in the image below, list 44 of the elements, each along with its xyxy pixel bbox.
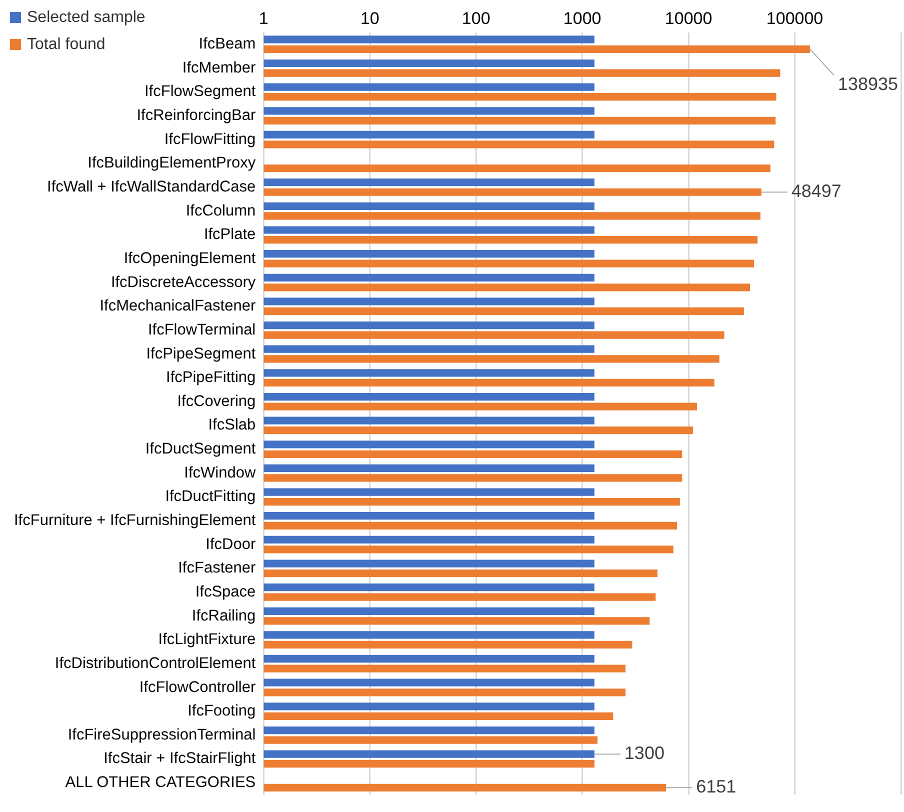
- y-tick-label: IfcReinforcingBar: [136, 107, 256, 124]
- legend-label: Total found: [27, 36, 106, 54]
- y-tick-label: IfcOpeningElement: [124, 250, 256, 267]
- legend-label: Selected sample: [27, 8, 146, 26]
- y-tick-label: IfcPipeSegment: [146, 345, 256, 362]
- y-tick-label: IfcDuctFitting: [165, 488, 256, 506]
- y-tick-label: ALL OTHER CATEGORIES: [65, 774, 256, 792]
- y-tick-label: IfcMechanicalFastener: [100, 298, 256, 315]
- y-tick-label: IfcFurniture + IfcFurnishingElement: [14, 512, 256, 530]
- data-label: 138935: [838, 74, 898, 94]
- x-tick-label: 100000: [766, 8, 824, 28]
- y-tick-label: IfcFlowController: [139, 678, 256, 696]
- y-tick-label: IfcLightFixture: [158, 631, 256, 648]
- y-tick-label: IfcMember: [182, 59, 256, 76]
- y-tick-label: IfcWindow: [184, 464, 256, 482]
- y-tick-label: IfcBuildingElementProxy: [88, 154, 256, 172]
- y-tick-label: IfcFlowFitting: [164, 130, 256, 148]
- x-tick-label: 1000: [563, 8, 602, 28]
- y-tick-label: IfcColumn: [186, 202, 256, 220]
- y-tick-label: IfcDiscreteAccessory: [110, 274, 256, 291]
- y-tick-label: IfcWall + IfcWallStandardCase: [47, 178, 256, 196]
- y-tick-label: IfcPipeFitting: [166, 369, 256, 386]
- x-tick-label: 10000: [664, 8, 712, 28]
- y-tick-label: IfcSlab: [208, 416, 256, 434]
- y-tick-label: IfcFlowTerminal: [148, 321, 256, 338]
- y-tick-label: IfcFireSuppressionTerminal: [68, 726, 256, 744]
- y-tick-label: IfcRailing: [192, 607, 256, 624]
- y-tick-label: IfcPlate: [204, 226, 256, 244]
- y-tick-label: IfcFooting: [188, 702, 256, 720]
- data-label: 6151: [696, 776, 736, 797]
- x-tick-label: 100: [462, 8, 490, 28]
- x-tick-label: 1: [258, 8, 268, 28]
- y-tick-label: IfcCovering: [177, 392, 256, 410]
- y-tick-label: IfcDoor: [206, 536, 256, 553]
- y-tick-label: IfcBeam: [198, 36, 256, 53]
- y-tick-label: IfcDistributionControlElement: [54, 654, 256, 672]
- y-tick-label: IfcSpace: [195, 583, 256, 600]
- y-tick-label: IfcFlowSegment: [144, 83, 256, 100]
- data-label: 1300: [624, 743, 664, 764]
- y-tick-label: IfcDuctSegment: [145, 440, 256, 458]
- data-label: 48497: [791, 181, 842, 202]
- y-tick-label: IfcFastener: [178, 560, 256, 577]
- y-tick-label: IfcStair + IfcStairFlight: [104, 750, 256, 768]
- x-tick-label: 10: [360, 8, 380, 28]
